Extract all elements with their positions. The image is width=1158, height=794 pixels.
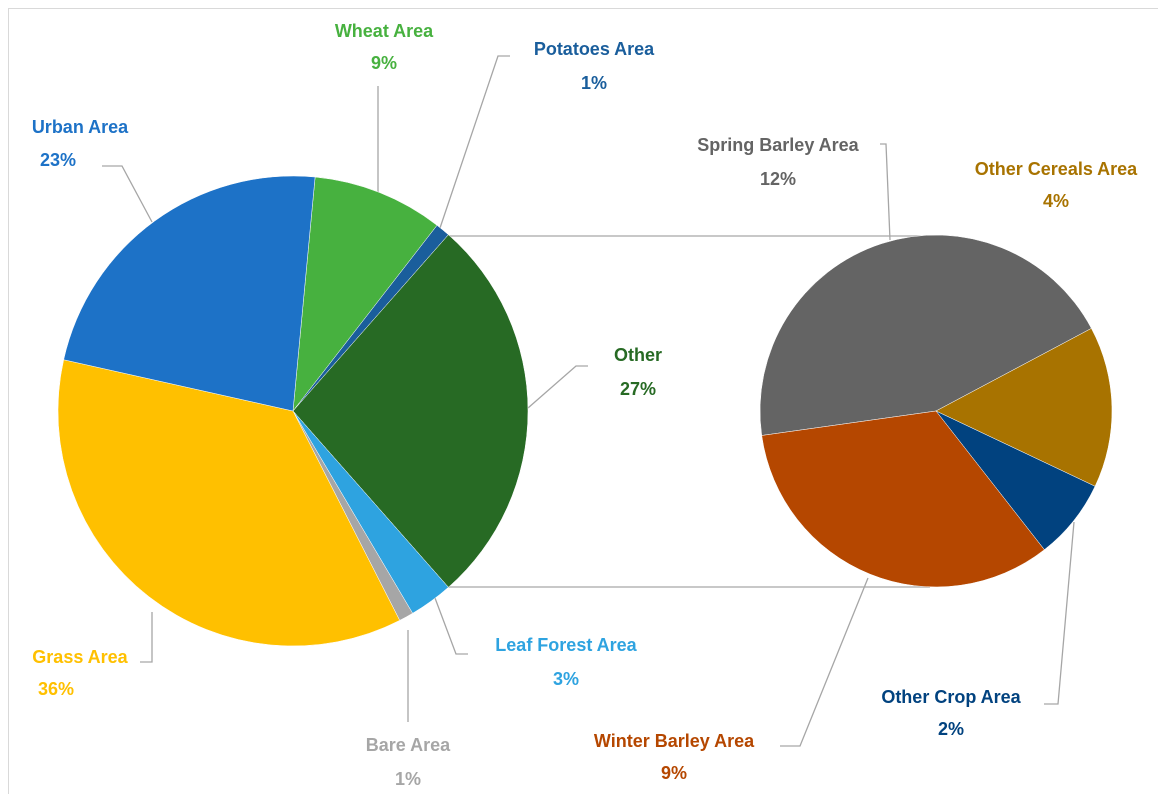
pie-slice xyxy=(292,234,529,588)
slice-label: Other Crop Area xyxy=(881,687,1021,707)
pie-slice xyxy=(292,176,438,412)
slice-value-label: 9% xyxy=(661,763,687,783)
slice-value-label: 1% xyxy=(581,73,607,93)
leader-line xyxy=(439,55,510,229)
pie-slice xyxy=(935,328,1113,487)
leader-line xyxy=(780,577,869,747)
slice-value-label: 23% xyxy=(40,150,76,170)
pie-slice xyxy=(759,234,1092,436)
leader-line xyxy=(431,589,468,655)
pie-slice xyxy=(761,410,1045,588)
slice-label: Other Cereals Area xyxy=(975,159,1138,179)
pie xyxy=(759,234,1113,588)
slice-label: Spring Barley Area xyxy=(697,135,859,155)
chart-border xyxy=(8,8,1158,794)
leader-line xyxy=(1044,521,1075,705)
slice-label: Winter Barley Area xyxy=(594,731,755,751)
pie-slice xyxy=(63,175,316,412)
slice-value-label: 12% xyxy=(760,169,796,189)
slice-value-label: 3% xyxy=(553,669,579,689)
slice-label: Other xyxy=(614,345,662,365)
slice-label: Leaf Forest Area xyxy=(495,635,637,655)
slice-label: Grass Area xyxy=(32,647,128,667)
leader-line xyxy=(880,143,891,241)
leader-line xyxy=(102,165,153,223)
slice-value-label: 1% xyxy=(395,769,421,789)
slice-label: Wheat Area xyxy=(335,21,434,41)
slice-value-label: 27% xyxy=(620,379,656,399)
pie-slice xyxy=(57,359,401,647)
slice-value-label: 9% xyxy=(371,53,397,73)
slice-label: Bare Area xyxy=(366,735,451,755)
slice-label: Potatoes Area xyxy=(534,39,655,59)
slice-label: Urban Area xyxy=(32,117,129,137)
slice-value-label: 36% xyxy=(38,679,74,699)
leader-line xyxy=(140,612,153,663)
leader-line xyxy=(527,365,588,409)
pie xyxy=(57,175,529,647)
leader-lines xyxy=(102,55,1075,747)
slice-value-label: 4% xyxy=(1043,191,1069,211)
slice-value-label: 2% xyxy=(938,719,964,739)
